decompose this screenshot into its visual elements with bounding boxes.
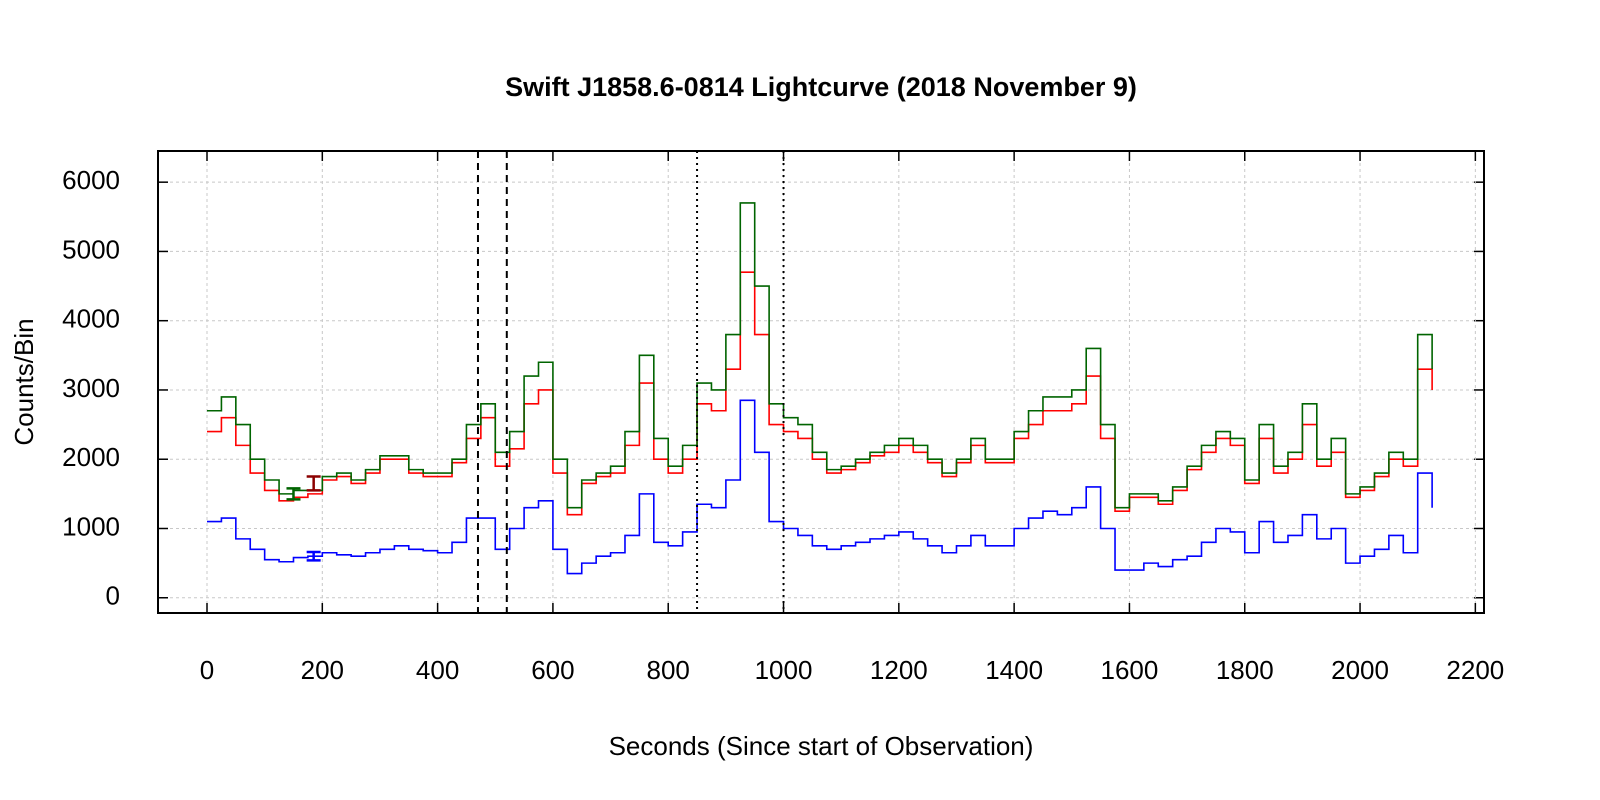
x-tick-label: 2200 (1446, 655, 1504, 685)
x-tick-label: 800 (647, 655, 690, 685)
y-tick-label: 2000 (62, 442, 120, 472)
x-axis-label: Seconds (Since start of Observation) (609, 731, 1034, 761)
x-tick-label: 1000 (755, 655, 813, 685)
error-bar (306, 475, 321, 492)
chart-title: Swift J1858.6-0814 Lightcurve (2018 Nove… (505, 72, 1137, 102)
y-tick-label: 4000 (62, 304, 120, 334)
x-tick-label: 1200 (870, 655, 928, 685)
y-tick-label: 1000 (62, 511, 120, 541)
x-tick-label: 0 (200, 655, 214, 685)
y-tick-label: 0 (106, 581, 120, 611)
plot-frame (157, 150, 1485, 614)
x-tick-label: 1800 (1216, 655, 1274, 685)
y-tick-label: 6000 (62, 165, 120, 195)
x-tick-label: 200 (301, 655, 344, 685)
series-line (207, 399, 1433, 575)
x-tick-label: 2000 (1331, 655, 1389, 685)
series-line (207, 202, 1433, 509)
x-tick-label: 400 (416, 655, 459, 685)
error-bar (286, 487, 301, 501)
x-tick-label: 600 (531, 655, 574, 685)
y-tick-label: 5000 (62, 234, 120, 264)
y-axis-label: Counts/Bin (9, 318, 39, 445)
x-tick-label: 1400 (985, 655, 1043, 685)
x-tick-label: 1600 (1101, 655, 1159, 685)
y-tick-label: 3000 (62, 373, 120, 403)
error-bar (306, 550, 321, 562)
series-line (207, 271, 1433, 516)
